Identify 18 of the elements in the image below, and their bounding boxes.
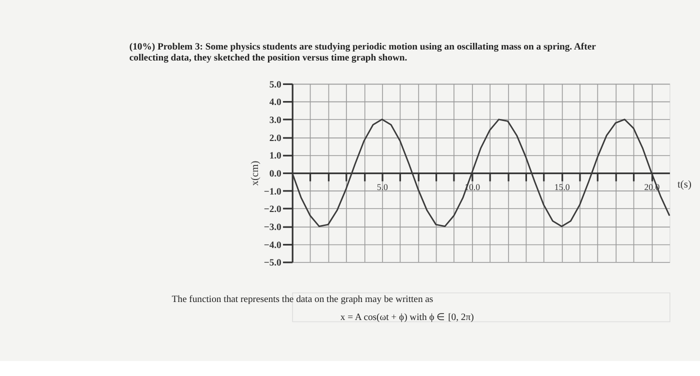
y-tick-label: 4.0 (269, 97, 282, 108)
y-axis-title: x(cm) (250, 160, 262, 186)
y-tick-label: −3.0 (264, 222, 282, 233)
y-tick-label: 0.0 (269, 168, 282, 180)
text: x = A cos(ωt + ϕ) with ϕ ∈ [0, 2π) (340, 312, 474, 323)
chart-title: (10%) Problem 3: Some physics students are studying periodic motion using an oscillating mass on a spring. After collecting data, they sketched the position versus time graph shown. (129, 41, 597, 64)
y-tick-label: −2.0 (264, 204, 282, 216)
x-tick-label: 15.0 (554, 182, 570, 192)
y-tick-label: 3.0 (269, 115, 282, 126)
text: The function that represents the data on the graph may be written as (172, 294, 434, 306)
y-tick-label: −4.0 (264, 240, 282, 251)
y-tick-label: 2.0 (269, 132, 282, 144)
x-tick-label: 5.0 (376, 182, 389, 192)
y-tick-label: 5.0 (269, 79, 282, 90)
y-tick-label: −5.0 (264, 258, 282, 269)
x-axis-title: t(s) (678, 179, 692, 190)
y-tick-label: −1.0 (264, 186, 282, 198)
y-tick-label: 1.0 (269, 150, 282, 162)
